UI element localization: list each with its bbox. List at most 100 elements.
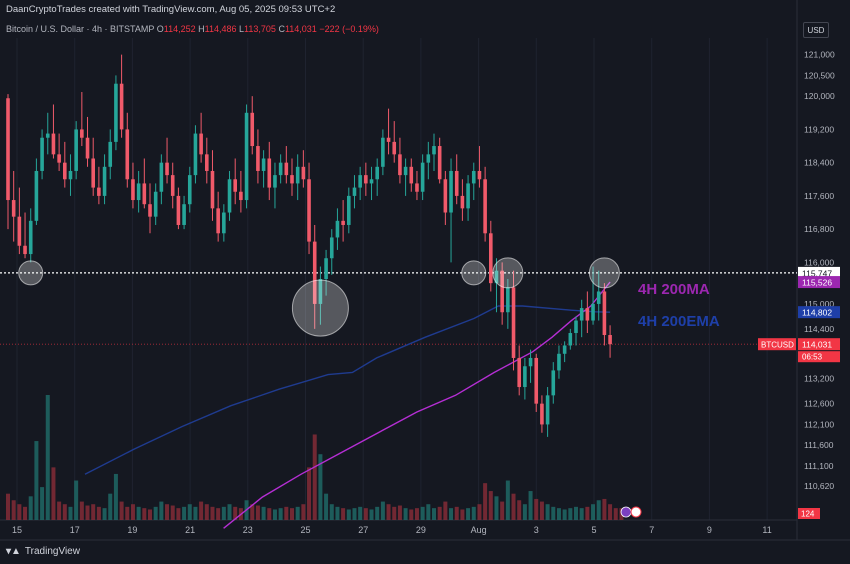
countdown-box xyxy=(798,351,840,363)
volume-bar xyxy=(312,434,317,520)
candle-body xyxy=(608,335,612,345)
highlight-circle xyxy=(492,257,524,289)
candle-body xyxy=(97,187,101,196)
volume-bar xyxy=(40,487,45,520)
candle-body xyxy=(45,133,50,138)
x-tick-label: 27 xyxy=(358,525,368,535)
volume-bar xyxy=(216,508,221,520)
candle-body xyxy=(17,216,22,246)
volume-bar xyxy=(392,506,397,520)
candle-body xyxy=(11,200,16,217)
x-tick-label: 29 xyxy=(416,525,426,535)
price-label-box xyxy=(798,306,840,319)
candle-body xyxy=(63,162,67,180)
volume-bar xyxy=(51,467,56,520)
volume-bar xyxy=(432,508,436,520)
x-tick-label: Aug xyxy=(471,525,487,535)
y-tick-label: 116,800 xyxy=(804,224,834,234)
volume-bar xyxy=(130,504,135,520)
candle-body xyxy=(148,204,152,217)
candle-body xyxy=(420,162,425,192)
x-tick-label: 7 xyxy=(649,525,654,535)
volume-bar xyxy=(454,506,459,520)
volume-bar xyxy=(176,508,181,520)
candle-body xyxy=(551,370,556,396)
volume-bar xyxy=(295,506,300,520)
currency-button[interactable]: USD xyxy=(803,22,829,38)
candle-body xyxy=(74,129,78,171)
candle-body xyxy=(176,195,181,225)
candle-body xyxy=(119,83,124,130)
candle-body xyxy=(216,208,220,234)
countdown-label: 06:53 xyxy=(802,353,823,362)
ema-200-line xyxy=(84,305,611,475)
volume-bar xyxy=(108,493,113,520)
candle-body xyxy=(159,162,164,192)
volume-bar xyxy=(460,509,465,520)
highlight-circle xyxy=(588,257,620,289)
volume-bar xyxy=(517,500,522,520)
volume-bar xyxy=(125,506,130,520)
candle-body xyxy=(23,245,27,255)
volume-bar xyxy=(585,506,590,520)
event-icon xyxy=(620,506,632,518)
volume-bar xyxy=(545,504,550,520)
price-label: 115,747 xyxy=(802,268,832,278)
volume-bar xyxy=(608,504,613,520)
x-tick-label: 5 xyxy=(591,525,596,535)
price-label-box xyxy=(798,338,840,351)
candle-body xyxy=(131,179,135,201)
volume-bar xyxy=(210,506,215,520)
volume-bar xyxy=(204,504,209,520)
volume-bar xyxy=(159,501,164,520)
y-tick-label: 112,100 xyxy=(804,419,834,429)
volume-bar xyxy=(62,504,67,520)
volume-bar xyxy=(363,508,368,520)
volume-bar xyxy=(602,498,607,520)
volume-bar xyxy=(562,509,567,520)
candle-body xyxy=(6,98,10,201)
candle-body xyxy=(187,175,192,205)
symbol-label[interactable]: Bitcoin / U.S. Dollar · 4h · BITSTAMP xyxy=(6,24,155,34)
candle-body xyxy=(443,179,448,213)
volume-bar xyxy=(375,506,380,520)
volume-bar xyxy=(57,501,62,520)
candle-body xyxy=(585,308,590,321)
candle-body xyxy=(80,129,84,138)
volume-bar xyxy=(221,506,226,520)
candle-body xyxy=(165,162,169,176)
candle-body xyxy=(40,137,44,171)
volume-bar xyxy=(119,501,124,520)
candle-body xyxy=(142,183,147,205)
y-tick-label: 120,000 xyxy=(804,91,835,101)
x-tick-label: 15 xyxy=(12,525,22,535)
volume-bar xyxy=(579,508,584,520)
candle-body xyxy=(489,233,493,284)
volume-bar xyxy=(386,504,391,520)
x-tick-label: 3 xyxy=(534,525,539,535)
volume-bar xyxy=(596,500,601,520)
chart-attribution: DaanCryptoTrades created with TradingVie… xyxy=(6,4,336,15)
candle-body xyxy=(295,166,300,184)
volume-bar xyxy=(255,505,260,520)
candle-body xyxy=(523,366,527,388)
volume-bar xyxy=(358,506,363,520)
volume-bar xyxy=(335,506,340,520)
y-tick-label: 115,000 xyxy=(804,299,834,309)
volume-bar xyxy=(568,508,573,520)
x-tick-label: 19 xyxy=(127,525,137,535)
candle-body xyxy=(511,287,516,358)
candle-body xyxy=(347,195,351,225)
candle-body xyxy=(437,146,442,180)
volume-bar xyxy=(165,504,170,520)
candle-body xyxy=(426,154,431,163)
volume-bar xyxy=(397,505,402,520)
y-tick-label: 121,000 xyxy=(804,50,835,60)
candle-body xyxy=(34,170,39,221)
volume-label: 124 xyxy=(801,510,815,519)
volume-bar xyxy=(6,493,10,520)
candle-body xyxy=(415,183,419,192)
tradingview-footer[interactable]: ▾▲ TradingView xyxy=(6,546,80,557)
candle-body xyxy=(250,112,255,147)
